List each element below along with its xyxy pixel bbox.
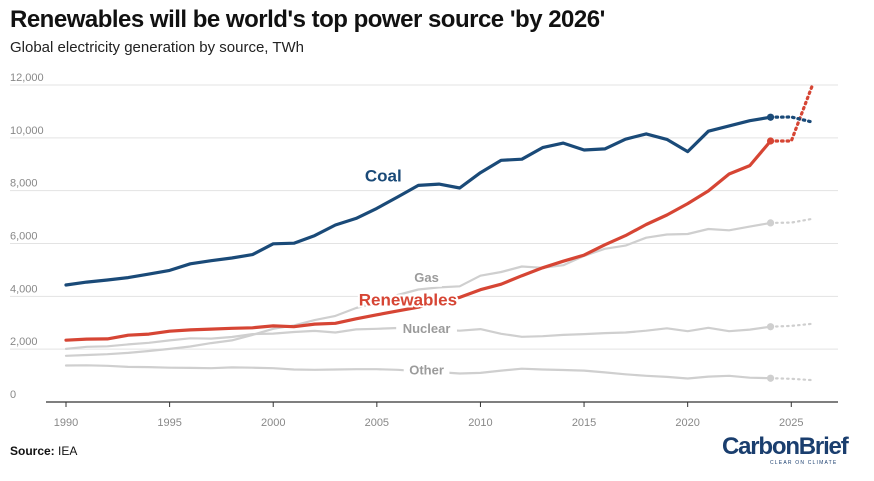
x-tick-label: 2025 bbox=[779, 417, 803, 429]
other-label-knockout bbox=[403, 362, 450, 380]
y-axis-ticks: 0 2,000 4,000 6,000 8,000 10,000 12,000 bbox=[10, 72, 44, 401]
series-labels: Coal Renewables Gas Nuclear Other bbox=[357, 164, 459, 380]
other-label: Other bbox=[409, 362, 444, 377]
carbon-brief-logo: CarbonBrief CLEAR ON CLIMATE bbox=[722, 433, 849, 473]
chart-title: Renewables will be world's top power sou… bbox=[10, 6, 605, 33]
x-axis: 1990 1995 2000 2005 2010 2015 2020 2025 bbox=[46, 401, 838, 429]
source-note: Source: IEA bbox=[10, 444, 77, 458]
other-forecast-line bbox=[769, 377, 814, 382]
gas-forecast-line bbox=[769, 217, 814, 224]
y-tick-label: 2,000 bbox=[10, 336, 38, 348]
y-tick-label: 4,000 bbox=[10, 283, 38, 295]
nuclear-endpoint-marker bbox=[766, 323, 775, 331]
y-tick-label: 12,000 bbox=[10, 72, 44, 84]
other-endpoint-marker bbox=[766, 374, 775, 382]
logo-tagline: CLEAR ON CLIMATE bbox=[770, 460, 838, 466]
x-tick-label: 1995 bbox=[157, 417, 181, 429]
x-tick-label: 2015 bbox=[572, 417, 596, 429]
coal-label: Coal bbox=[365, 166, 402, 185]
x-tick-label: 2010 bbox=[468, 417, 492, 429]
y-tick-label: 0 bbox=[10, 389, 16, 401]
source-value: IEA bbox=[58, 444, 78, 458]
renewables-endpoint-marker bbox=[766, 137, 775, 145]
nuclear-label: Nuclear bbox=[403, 321, 451, 336]
x-tick-label: 2020 bbox=[675, 417, 699, 429]
gas-endpoint-marker bbox=[766, 219, 775, 227]
x-tick-label: 1990 bbox=[54, 417, 78, 429]
y-tick-label: 8,000 bbox=[10, 178, 38, 190]
source-label: Source: bbox=[10, 444, 55, 458]
gas-label: Gas bbox=[414, 270, 439, 285]
coal-forecast-line bbox=[769, 115, 814, 124]
y-tick-label: 6,000 bbox=[10, 231, 38, 243]
gridlines bbox=[10, 84, 838, 350]
coal-endpoint-marker bbox=[766, 113, 775, 121]
gas-line bbox=[64, 221, 772, 357]
nuclear-label-knockout bbox=[396, 320, 457, 338]
renewables-line bbox=[64, 139, 773, 342]
x-tick-label: 2000 bbox=[261, 417, 285, 429]
x-tick-label: 2005 bbox=[365, 417, 389, 429]
logo-name: CarbonBrief bbox=[722, 433, 849, 460]
chart-subtitle: Global electricity generation by source,… bbox=[10, 39, 305, 56]
y-tick-label: 10,000 bbox=[10, 125, 44, 137]
renewables-label: Renewables bbox=[359, 291, 457, 310]
gas-label-knockout bbox=[411, 269, 442, 287]
nuclear-forecast-line bbox=[769, 322, 814, 328]
renewables-forecast-line bbox=[769, 84, 814, 143]
coal-line bbox=[64, 115, 773, 287]
